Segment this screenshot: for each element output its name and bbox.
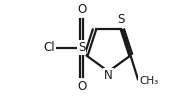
Text: S: S [117,13,124,26]
Text: O: O [77,80,86,93]
Text: CH₃: CH₃ [139,76,158,86]
Text: O: O [77,3,86,16]
Text: Cl: Cl [43,41,55,54]
Text: S: S [78,41,85,54]
Text: N: N [104,69,113,82]
